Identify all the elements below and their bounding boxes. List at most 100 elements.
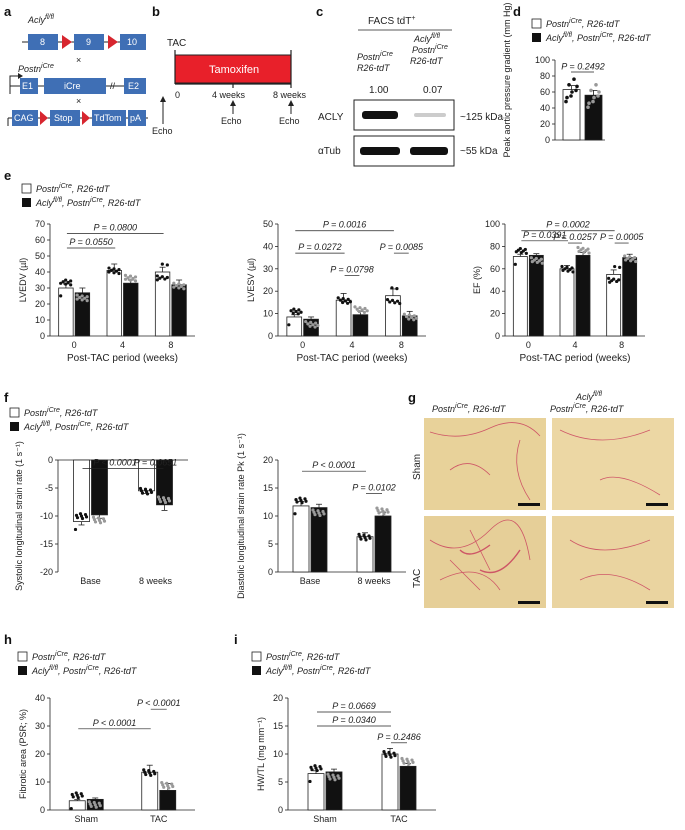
chart-e3-xtick-label: 0 (526, 340, 531, 350)
chart-e1-point (123, 273, 128, 277)
chart-e1-ytick-label: 70 (35, 219, 45, 229)
chart-f1-point (167, 499, 172, 503)
chart-h-point (94, 805, 98, 809)
chart-e2-bar (352, 314, 369, 337)
chart-e3-point (535, 260, 539, 265)
chart-f1-ytick-label: -5 (45, 483, 53, 493)
chart-e3-bar (606, 273, 622, 337)
chart-i-ytick-label: 0 (278, 805, 283, 815)
chart-i-xtick-label: Sham (313, 814, 337, 824)
chart-h-ytick-label: 40 (35, 693, 45, 703)
chart-e1-point (109, 268, 114, 272)
panel-label-f: f (4, 390, 9, 405)
chart-e1-point (123, 277, 128, 281)
chart-e3-point (608, 280, 612, 284)
chart-e2-point (341, 300, 345, 305)
blot-ratio-2: 0.07 (423, 85, 443, 96)
chart-e1-point (126, 276, 130, 280)
chart-e1-xlabel: Post-TAC period (weeks) (67, 353, 178, 364)
chart-d-ylabel: Peak aortic pressure gradient (mm Hg) (502, 2, 512, 157)
legend-label-knockout: Aclyfl/fl, PostniCre, R26-tdT (35, 197, 142, 208)
legend-swatch-control (21, 183, 32, 194)
chart-d-point (574, 88, 578, 93)
chart-e1-point (182, 287, 186, 291)
chart-h-point (69, 807, 73, 811)
chart-e1-point (133, 279, 138, 283)
chart-i-point (315, 768, 319, 773)
chart-e1-point (66, 280, 70, 285)
chart-f1-ytick-label: -20 (40, 567, 53, 577)
legend-label-knockout: Aclyfl/fl, PostniCre, R26-tdT (23, 421, 130, 432)
blot-row-atub: αTub (318, 146, 341, 157)
blot-kda-125: ~125 kDa (460, 112, 504, 123)
chart-e2-point (395, 299, 400, 303)
chart-e3-pvalue: P = 0.0391 (523, 230, 566, 240)
chart-e1-point (75, 293, 79, 297)
chart-e3-point (540, 261, 544, 265)
chart-e1-point (69, 283, 73, 287)
chart-e2-point (311, 323, 315, 327)
chart-e1-point (85, 295, 89, 299)
chart-h-point (76, 796, 80, 800)
chart-e3-bar (559, 268, 575, 337)
legend-label-knockout: Aclyfl/fl, PostniCre, R26-tdT (545, 32, 652, 43)
legend-swatch-knockout (10, 422, 19, 431)
timeline-tick-8: 8 weeks (273, 90, 307, 100)
chart-f1-point (158, 500, 163, 504)
chart-f1-point (140, 491, 145, 495)
chart-f1-point (93, 520, 98, 524)
chart-d-point (569, 94, 573, 98)
echo-label-0: Echo (152, 126, 173, 136)
chart-d-point (564, 99, 568, 104)
blot-ratio-1: 1.00 (369, 85, 389, 96)
chart-d-pvalue: P = 0.2492 (561, 62, 604, 72)
chart-d-point (596, 94, 600, 98)
chart-e3-bar (575, 254, 591, 337)
chart-e1-point (75, 297, 79, 301)
chart-h-ytick-label: 0 (40, 805, 45, 815)
panel-c-blot: FACS tdT+ PostniCre R26-tdT Aclyfl/fl Po… (318, 15, 504, 167)
chart-d-point (572, 77, 576, 81)
exon-10: 10 (127, 37, 137, 47)
chart-e3-point (561, 268, 565, 272)
chart-f1-point (163, 500, 168, 505)
chart-e2-point (365, 309, 369, 313)
chart-e3-point (582, 250, 586, 254)
cross-symbol-1: × (76, 55, 81, 65)
chart-e2-point (291, 311, 295, 315)
chart-e1-point (80, 294, 84, 298)
chart-i-point (389, 755, 393, 759)
legend-swatch-knockout (22, 198, 31, 207)
chart-e3-bar (528, 254, 544, 337)
chart-e3-point (607, 276, 611, 280)
chart-f2-point (293, 512, 297, 516)
histo-row-tac: TAC (412, 569, 423, 588)
timeline-tick-4: 4 weeks (212, 90, 246, 100)
chart-i-point (407, 762, 411, 766)
chart-e3-point (613, 264, 617, 269)
chart-e2-ytick-label: 10 (263, 309, 273, 319)
chart-e2-point (412, 318, 416, 322)
chart-e1-bar (154, 271, 171, 337)
chart-d-point (565, 95, 569, 100)
chart-e2-point (353, 305, 357, 309)
chart-e2-point (341, 296, 345, 301)
chart-i-ylabel: HW/TL (mg mm⁻¹) (256, 717, 266, 791)
chart-e3-point (624, 258, 628, 262)
chart-i-bar (307, 773, 325, 811)
chart-f2-ytick-label: 20 (263, 455, 273, 465)
blot-col1-line2: R26-tdT (357, 63, 391, 73)
break-mark: // (110, 81, 116, 91)
chart-h-point (162, 785, 166, 789)
chart-f1-point (80, 516, 85, 521)
chart-e1-point (112, 267, 116, 271)
chart-e1-point (64, 282, 68, 286)
blot-col1-line1: PostniCre (357, 51, 393, 62)
chart-e2-point (393, 301, 397, 305)
chart-e1-point (165, 275, 169, 280)
chart-i-point (393, 753, 397, 758)
panel-label-d: d (513, 4, 521, 19)
tdtomato-cassette: TdTom (94, 113, 122, 123)
chart-h-point (153, 772, 157, 776)
chart-h-xtick-label: Sham (74, 814, 98, 824)
